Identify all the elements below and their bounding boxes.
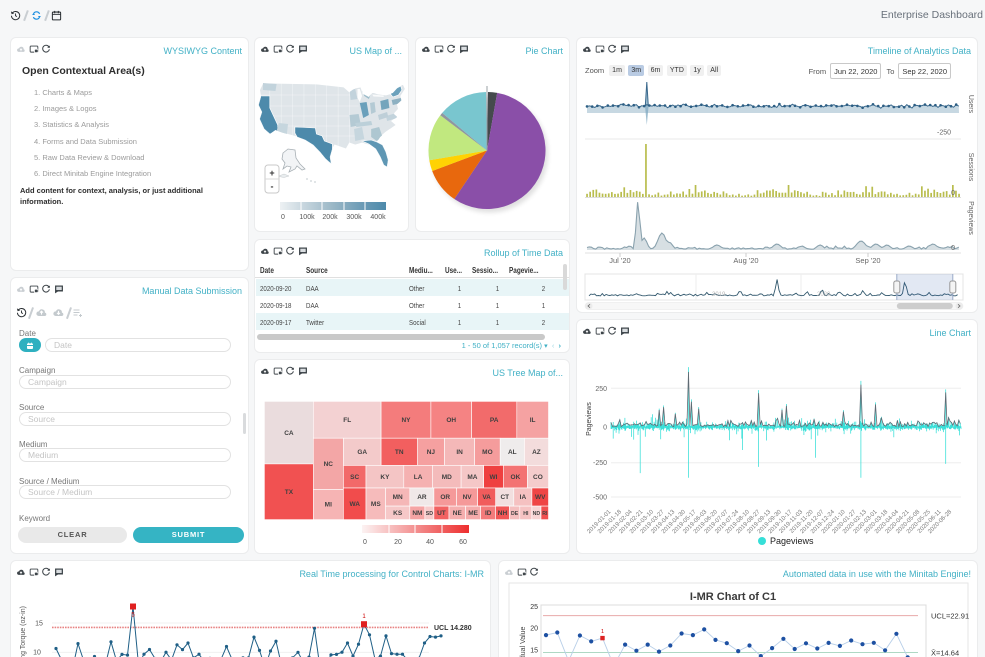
- svg-text:TX: TX: [285, 489, 294, 496]
- svg-text:TN: TN: [395, 449, 404, 456]
- svg-text:HI: HI: [523, 511, 529, 517]
- svg-text:AL: AL: [508, 449, 517, 456]
- svg-text:40: 40: [426, 539, 434, 546]
- svg-text:400k: 400k: [370, 214, 386, 221]
- svg-text:Pageviews: Pageviews: [967, 201, 974, 235]
- svg-text:X̄=14.64: X̄=14.64: [931, 648, 959, 657]
- svg-text:PA: PA: [490, 417, 499, 424]
- svg-text:WV: WV: [535, 494, 546, 501]
- svg-text:1: 1: [601, 629, 604, 635]
- svg-text:15: 15: [530, 647, 538, 654]
- svg-text:GA: GA: [357, 449, 367, 456]
- svg-text:Jul '20: Jul '20: [609, 256, 630, 265]
- svg-text:MS: MS: [371, 501, 381, 508]
- svg-text:ID: ID: [485, 510, 492, 517]
- svg-text:CA: CA: [284, 430, 294, 437]
- svg-text:AR: AR: [417, 494, 427, 501]
- svg-text:25: 25: [530, 604, 538, 611]
- svg-text:MO: MO: [482, 449, 492, 456]
- svg-text:20: 20: [394, 539, 402, 546]
- svg-text:OR: OR: [440, 494, 450, 501]
- svg-text:Pageviews: Pageviews: [586, 402, 593, 436]
- svg-text:UCL 14.280: UCL 14.280: [434, 625, 472, 632]
- svg-text:0: 0: [281, 214, 285, 221]
- svg-text:-: -: [271, 182, 274, 192]
- svg-text:MA: MA: [467, 474, 477, 481]
- svg-text:250: 250: [595, 386, 607, 393]
- svg-text:NY: NY: [401, 417, 411, 424]
- svg-text:IL: IL: [530, 417, 536, 424]
- svg-text:OH: OH: [446, 417, 456, 424]
- svg-text:SD: SD: [426, 511, 433, 517]
- svg-text:CO: CO: [533, 474, 543, 481]
- svg-text:FL: FL: [343, 417, 351, 424]
- svg-text:2019: 2019: [712, 292, 726, 298]
- svg-text:Sessions: Sessions: [967, 153, 974, 182]
- svg-text:1: 1: [362, 614, 366, 620]
- svg-text:15: 15: [35, 621, 43, 628]
- svg-text:-250: -250: [937, 130, 951, 137]
- svg-text:NE: NE: [453, 510, 463, 517]
- svg-text:20: 20: [530, 626, 538, 633]
- svg-text:10: 10: [33, 650, 41, 657]
- svg-text:NV: NV: [463, 494, 473, 501]
- svg-text:LA: LA: [414, 474, 423, 481]
- svg-text:Loading Torque (oz-in): Loading Torque (oz-in): [20, 606, 27, 657]
- svg-text:Users: Users: [967, 95, 974, 114]
- svg-text:KS: KS: [393, 510, 403, 517]
- svg-text:300k: 300k: [346, 214, 362, 221]
- svg-text:WI: WI: [490, 474, 498, 481]
- svg-text:OK: OK: [511, 474, 521, 481]
- svg-text:-500: -500: [593, 495, 607, 502]
- svg-text:NH: NH: [498, 510, 508, 517]
- svg-text:2020: 2020: [817, 292, 831, 298]
- svg-text:NM: NM: [412, 510, 422, 517]
- svg-text:Individual Value: Individual Value: [520, 626, 527, 657]
- svg-text:VA: VA: [482, 494, 491, 501]
- svg-text:60: 60: [459, 539, 467, 546]
- svg-text:5: 5: [131, 613, 135, 619]
- svg-text:RI: RI: [542, 511, 548, 517]
- svg-text:100k: 100k: [299, 214, 315, 221]
- svg-text:UT: UT: [437, 510, 446, 517]
- svg-text:IA: IA: [520, 494, 527, 501]
- svg-text:Sep '20: Sep '20: [855, 256, 880, 265]
- svg-text:0: 0: [363, 539, 367, 546]
- svg-text:SC: SC: [350, 474, 359, 481]
- svg-text:Pageviews: Pageviews: [770, 536, 814, 546]
- svg-text:MI: MI: [325, 502, 332, 509]
- svg-text:200k: 200k: [322, 214, 338, 221]
- svg-text:0: 0: [951, 245, 955, 252]
- svg-text:WA: WA: [349, 501, 360, 508]
- svg-text:IN: IN: [456, 449, 463, 456]
- svg-text:Aug '20: Aug '20: [733, 256, 758, 265]
- svg-text:ND: ND: [533, 511, 541, 517]
- svg-text:0: 0: [603, 425, 607, 432]
- svg-text:0: 0: [951, 190, 955, 197]
- svg-text:-250: -250: [593, 460, 607, 467]
- svg-text:CT: CT: [500, 494, 509, 501]
- svg-text:I-MR Chart of C1: I-MR Chart of C1: [690, 591, 776, 603]
- svg-text:MN: MN: [393, 494, 403, 501]
- svg-text:DE: DE: [511, 511, 519, 517]
- svg-text:MD: MD: [442, 474, 452, 481]
- svg-text:NC: NC: [324, 461, 334, 468]
- svg-text:KY: KY: [380, 474, 390, 481]
- svg-text:+: +: [269, 168, 274, 178]
- svg-text:ME: ME: [468, 510, 478, 517]
- svg-text:AZ: AZ: [532, 449, 541, 456]
- svg-text:UCL=22.91: UCL=22.91: [931, 611, 969, 620]
- svg-text:NJ: NJ: [427, 449, 436, 456]
